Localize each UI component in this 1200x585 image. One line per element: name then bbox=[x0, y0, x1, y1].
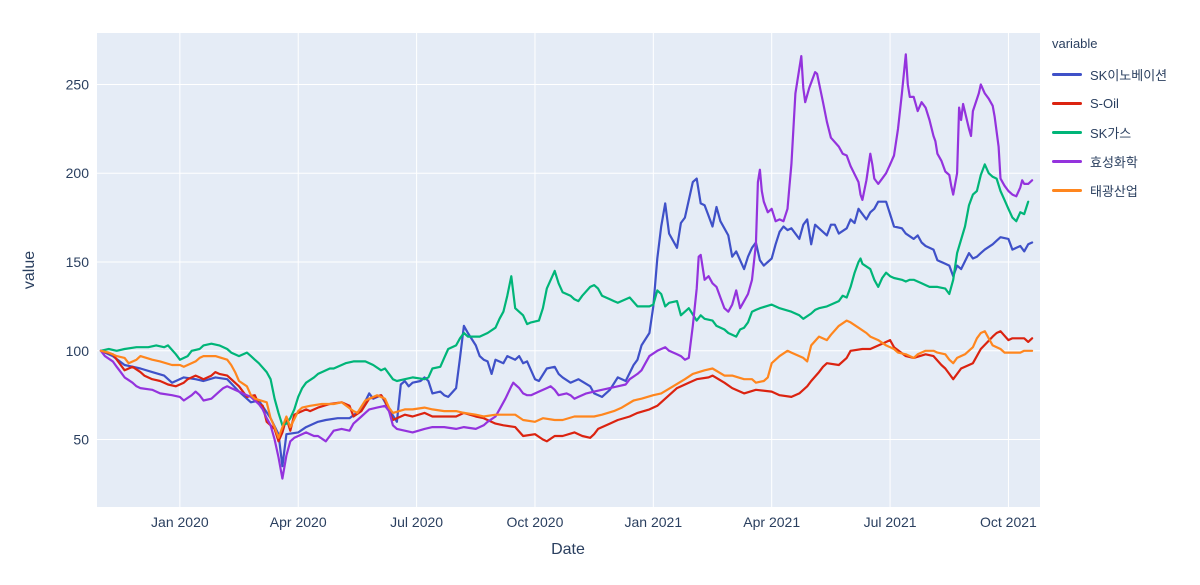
legend-line-swatch bbox=[1052, 102, 1082, 105]
y-tick-label: 150 bbox=[66, 254, 90, 270]
legend-label: 효성화학 bbox=[1090, 155, 1138, 170]
legend-label: SK가스 bbox=[1090, 126, 1132, 141]
legend-item[interactable]: S-Oil bbox=[1052, 89, 1167, 118]
legend-item[interactable]: 태광산업 bbox=[1052, 176, 1167, 205]
series-line[interactable] bbox=[99, 319, 1034, 439]
series-line[interactable] bbox=[99, 53, 1034, 480]
x-tick-label: Apr 2021 bbox=[743, 514, 800, 530]
legend-line-swatch bbox=[1052, 73, 1082, 76]
legend-label: 태광산업 bbox=[1090, 184, 1138, 199]
legend-label: SK이노베이션 bbox=[1090, 68, 1168, 83]
x-tick-label: Oct 2021 bbox=[980, 514, 1037, 530]
y-axis-title: value bbox=[21, 250, 38, 290]
legend-line-swatch bbox=[1052, 160, 1082, 163]
y-tick-label: 50 bbox=[73, 432, 89, 448]
series-line[interactable] bbox=[99, 330, 1034, 443]
x-tick-label: Jan 2020 bbox=[151, 514, 209, 530]
y-tick-label: 200 bbox=[66, 165, 90, 181]
y-tick-label: 250 bbox=[66, 76, 90, 92]
x-tick-label: Jul 2021 bbox=[864, 514, 917, 530]
legend-line-swatch bbox=[1052, 131, 1082, 134]
legend-item[interactable]: 효성화학 bbox=[1052, 147, 1167, 176]
legend-item[interactable]: SK가스 bbox=[1052, 118, 1167, 147]
legend-item[interactable]: SK이노베이션 bbox=[1052, 60, 1167, 89]
x-axis-title: Date bbox=[551, 541, 585, 558]
legend-title: variable bbox=[1052, 36, 1098, 51]
y-tick-label: 100 bbox=[66, 343, 90, 359]
x-tick-label: Jan 2021 bbox=[625, 514, 683, 530]
x-tick-label: Jul 2020 bbox=[390, 514, 443, 530]
plot-background bbox=[97, 33, 1040, 507]
x-tick-label: Apr 2020 bbox=[270, 514, 327, 530]
legend-label: S-Oil bbox=[1090, 96, 1119, 111]
legend-line-swatch bbox=[1052, 189, 1082, 192]
series-line[interactable] bbox=[99, 163, 1030, 427]
x-tick-label: Oct 2020 bbox=[507, 514, 564, 530]
